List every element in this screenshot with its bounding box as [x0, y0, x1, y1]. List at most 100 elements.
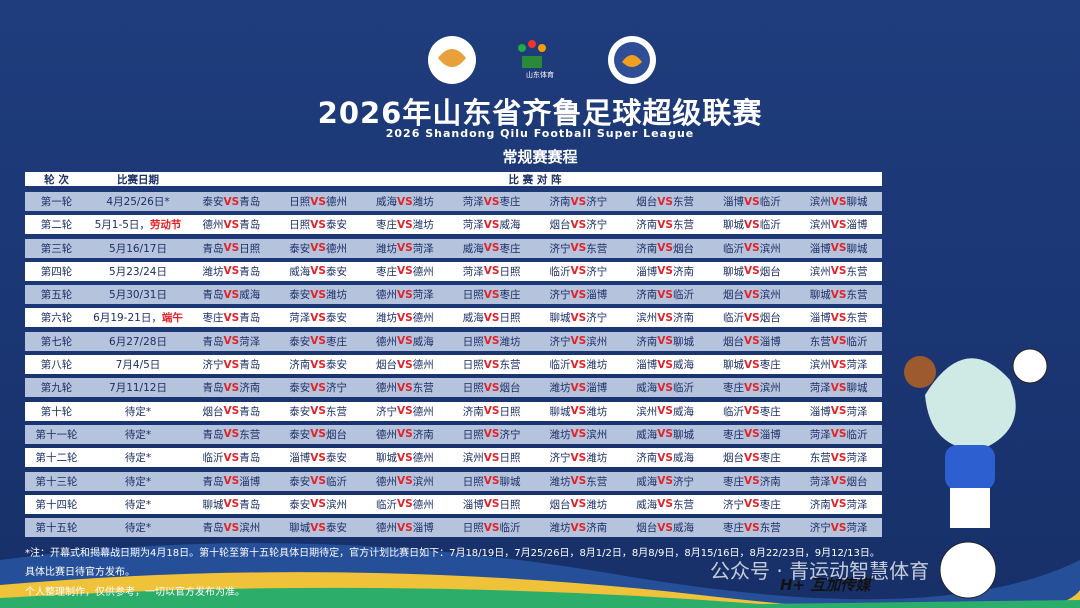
match: 东营 VS 临沂 [795, 332, 882, 351]
date-cell: 5月23/24日 [88, 262, 188, 281]
vs: VS [657, 428, 673, 441]
home-team: 淄博 [289, 452, 311, 465]
match: 临沂 VS 青岛 [188, 448, 275, 467]
home-team: 东营 [809, 452, 831, 465]
away-team: 枣庄 [325, 335, 347, 348]
vs: VS [310, 265, 326, 278]
vs: VS [657, 218, 673, 231]
match: 烟台 VS 德州 [362, 355, 449, 374]
home-team: 聊城 [723, 265, 745, 278]
home-team: 枣庄 [376, 219, 398, 232]
home-team: 泰安 [289, 405, 311, 418]
home-team: 淄博 [636, 359, 658, 372]
match: 泰安 VS 烟台 [275, 425, 362, 444]
away-team: 菏泽 [412, 289, 434, 302]
vs: VS [570, 475, 587, 488]
vs: VS [657, 195, 673, 208]
match: 德州 VS 济南 [362, 425, 449, 444]
home-team: 潍坊 [549, 428, 571, 441]
away-team: 菏泽 [239, 335, 261, 348]
date-cell: 5月16/17日 [88, 239, 188, 258]
vs: VS [310, 498, 326, 511]
home-team: 德州 [376, 475, 398, 488]
home-team: 济南 [636, 219, 658, 232]
away-team: 潍坊 [586, 359, 608, 372]
match: 青岛 VS 淄博 [188, 472, 275, 491]
vs: VS [483, 218, 500, 231]
away-team: 枣庄 [759, 359, 781, 372]
match: 日照 VS 泰安 [275, 215, 362, 234]
home-team: 济南 [462, 405, 484, 418]
home-team: 潍坊 [549, 475, 571, 488]
date-cell: 待定* [88, 402, 188, 421]
watermark: 公众号 · 青运动智慧体育 [710, 559, 930, 583]
vs: VS [830, 475, 847, 488]
round: 第四轮 [40, 265, 73, 278]
vs: VS [397, 381, 413, 394]
away-team: 聊城 [672, 335, 694, 348]
logo-base [522, 56, 542, 68]
away-team: 威海 [672, 522, 694, 535]
match: 德州 VS 菏泽 [362, 285, 449, 304]
match: 枣庄 VS 滨州 [709, 378, 796, 397]
home-team: 潍坊 [376, 242, 398, 255]
date-cell: 待定* [88, 425, 188, 444]
away-team: 东营 [672, 498, 694, 511]
home-team: 滨州 [809, 219, 831, 232]
away-team: 威海 [239, 289, 261, 302]
home-team: 青岛 [202, 522, 224, 535]
away-team: 泰安 [325, 265, 347, 278]
away-team: 泰安 [325, 312, 347, 325]
match: 烟台 VS 威海 [622, 518, 709, 537]
brand: H+ 互加传媒 [780, 576, 871, 594]
match: 济宁 VS 东营 [535, 239, 622, 258]
home-team: 日照 [462, 382, 484, 395]
home-team: 聊城 [549, 405, 571, 418]
match: 临沂 VS 济宁 [535, 262, 622, 281]
logo-right-mark [622, 55, 642, 67]
match: 潍坊 VS 东营 [535, 472, 622, 491]
ball [939, 541, 997, 599]
home-team: 潍坊 [549, 382, 571, 395]
home-team: 聊城 [376, 452, 398, 465]
away-team: 烟台 [672, 242, 694, 255]
vs: VS [830, 498, 847, 511]
date: 待定* [124, 452, 152, 465]
vs: VS [744, 521, 760, 534]
date: 4月25/26日* [106, 196, 170, 208]
away-team: 淄博 [759, 335, 781, 348]
home-team: 枣庄 [723, 475, 745, 488]
home-team: 枣庄 [202, 312, 224, 325]
home-team: 烟台 [723, 289, 745, 302]
away-team: 潍坊 [412, 219, 434, 232]
match: 聊城 VS 青岛 [188, 495, 275, 514]
match: 青岛 VS 菏泽 [188, 332, 275, 351]
body [945, 445, 995, 490]
vs: VS [657, 311, 673, 324]
vs: VS [223, 242, 240, 255]
date-cell: 6月27/28日 [88, 332, 188, 351]
away-team: 潍坊 [586, 498, 608, 511]
away-team: 济南 [759, 475, 781, 488]
home-team: 日照 [462, 335, 484, 348]
vs: VS [830, 242, 847, 255]
vs: VS [483, 381, 500, 394]
vs: VS [223, 451, 240, 464]
away-team: 东营 [412, 382, 434, 395]
away-team: 临沂 [672, 289, 694, 302]
home-team: 济南 [636, 242, 658, 255]
home-team: 聊城 [549, 312, 571, 325]
away-team: 滨州 [759, 242, 781, 255]
match: 淄博 VS 日照 [448, 495, 535, 514]
match: 淄博 VS 聊城 [795, 239, 882, 258]
match: 德州 VS 青岛 [188, 215, 275, 234]
match: 烟台 VS 滨州 [709, 285, 796, 304]
match: 滨州 VS 济南 [622, 308, 709, 327]
header-cell: 比赛日期 [117, 173, 159, 186]
home-team: 德州 [376, 428, 398, 441]
home-team: 枣庄 [723, 522, 745, 535]
match: 东营 VS 菏泽 [795, 448, 882, 467]
home-team: 泰安 [289, 382, 311, 395]
vs: VS [397, 428, 413, 441]
table-row: 第二轮 5月1-5日， 劳动节 德州 VS 青岛 日照 VS 泰安 枣庄 VS 潍坊 菏泽 VS 威海 烟台 V… [25, 215, 882, 235]
